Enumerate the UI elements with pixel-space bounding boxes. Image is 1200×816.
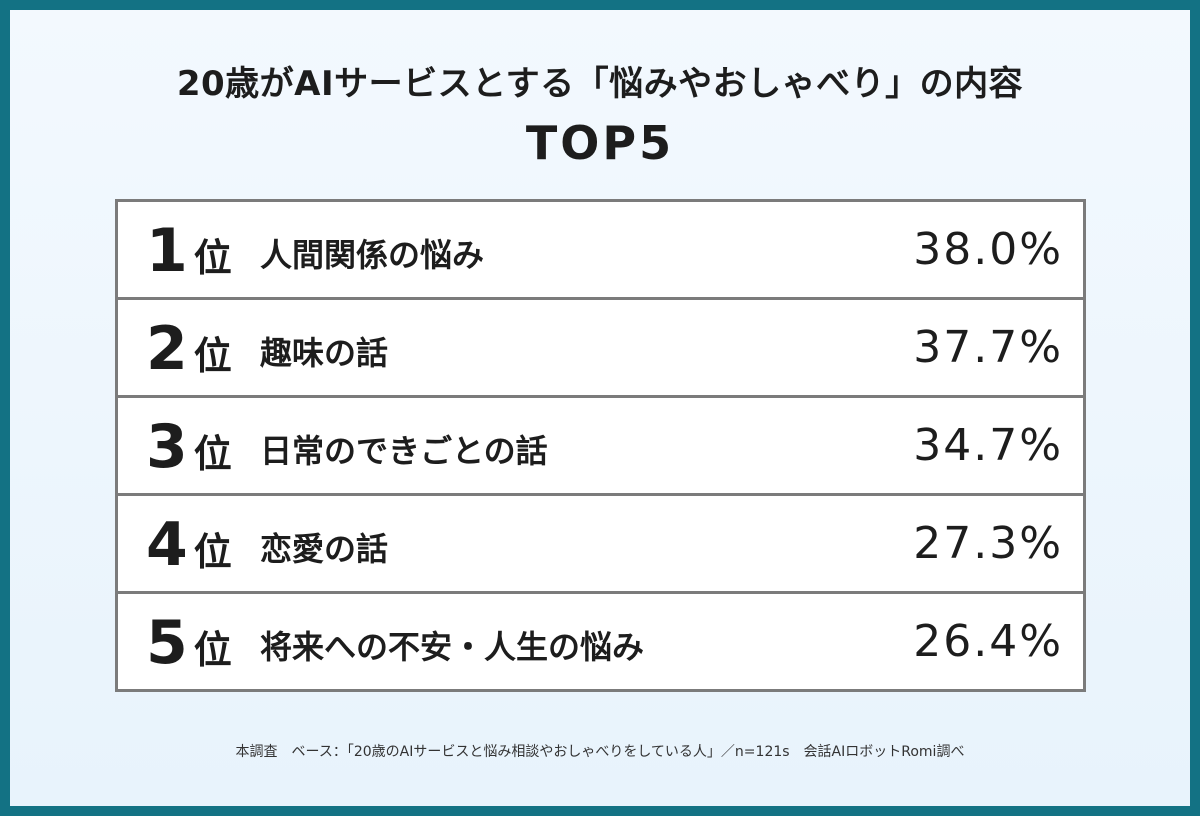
rank-badge: 2 位 [146,314,232,384]
ranking-row: 5 位 将来への不安・人生の悩み 26.4% [118,591,1083,689]
chart-subtitle: TOP5 [525,116,675,170]
rank-suffix: 位 [193,236,232,280]
chart-title: 20歳がAIサービスとする「悩みやおしゃべり」の内容 [176,64,1024,104]
percent-value: 34.7% [913,420,1063,471]
percent-value: 37.7% [913,322,1063,373]
rank-suffix: 位 [193,432,232,476]
category-label: 将来への不安・人生の悩み [260,628,645,666]
rank-number: 5 [146,608,188,678]
rank-number: 1 [146,216,188,286]
rank-suffix: 位 [193,530,232,574]
percent-value: 26.4% [913,616,1063,667]
rank-number: 4 [146,510,188,580]
rank-suffix: 位 [193,628,232,672]
category-label: 人間関係の悩み [260,236,485,274]
ranking-table: 1 位 人間関係の悩み 38.0% 2 位 趣味の話 37.7% 3 位 日常の… [115,199,1086,692]
percent-value: 38.0% [913,224,1063,275]
ranking-row: 2 位 趣味の話 37.7% [118,297,1083,395]
rank-badge: 5 位 [146,608,232,678]
category-label: 日常のできごとの話 [260,432,548,470]
category-label: 恋愛の話 [260,530,389,568]
rank-badge: 1 位 [146,216,232,286]
rank-number: 3 [146,412,188,482]
category-label: 趣味の話 [260,334,389,372]
rank-number: 2 [146,314,188,384]
ranking-row: 1 位 人間関係の悩み 38.0% [118,202,1083,297]
survey-note: 本調査 ベース：「20歳のAIサービスと悩み相談やおしゃべりをしている人」／n=… [235,744,965,760]
ranking-row: 3 位 日常のできごとの話 34.7% [118,395,1083,493]
rank-badge: 4 位 [146,510,232,580]
rank-suffix: 位 [193,334,232,378]
percent-value: 27.3% [913,518,1063,569]
rank-badge: 3 位 [146,412,232,482]
ranking-row: 4 位 恋愛の話 27.3% [118,493,1083,591]
